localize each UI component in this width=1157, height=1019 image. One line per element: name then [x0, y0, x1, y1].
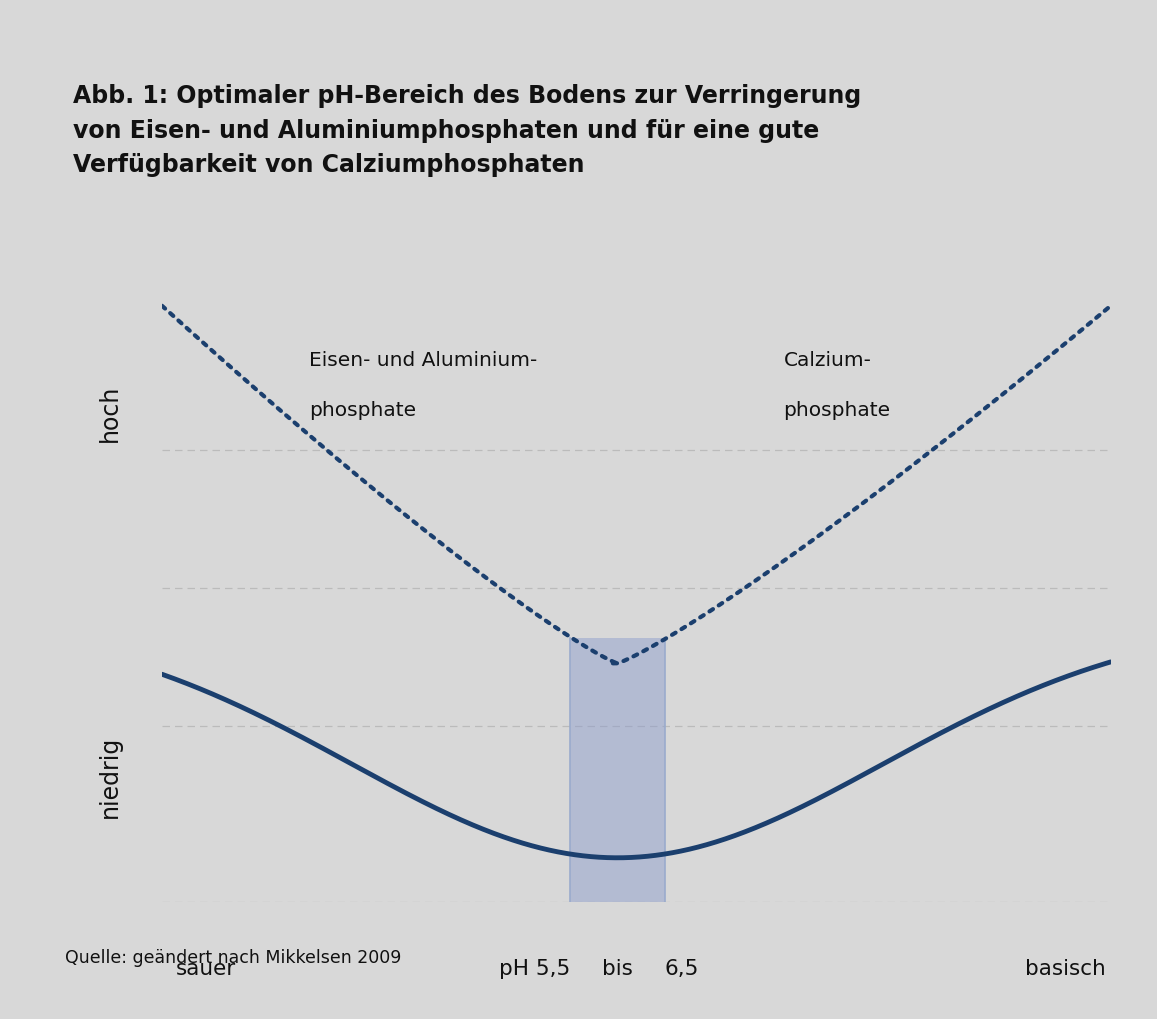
Bar — [570, 639, 665, 902]
Text: 6,5: 6,5 — [665, 958, 699, 978]
Text: Calzium-: Calzium- — [783, 351, 871, 369]
Text: phosphate: phosphate — [309, 400, 417, 420]
Text: Eisen- und Aluminium-: Eisen- und Aluminium- — [309, 351, 537, 369]
Text: Abb. 1: Optimaler pH-Bereich des Bodens zur Verringerung
von Eisen- und Aluminiu: Abb. 1: Optimaler pH-Bereich des Bodens … — [73, 84, 861, 177]
Text: Quelle: geändert nach Mikkelsen 2009: Quelle: geändert nach Mikkelsen 2009 — [66, 948, 401, 966]
Text: hoch: hoch — [98, 384, 121, 441]
Text: niedrig: niedrig — [98, 736, 121, 817]
Text: bis: bis — [602, 958, 633, 978]
Text: basisch: basisch — [1025, 958, 1106, 978]
Text: pH 5,5: pH 5,5 — [499, 958, 570, 978]
Text: phosphate: phosphate — [783, 400, 891, 420]
Text: sauer: sauer — [176, 958, 236, 978]
